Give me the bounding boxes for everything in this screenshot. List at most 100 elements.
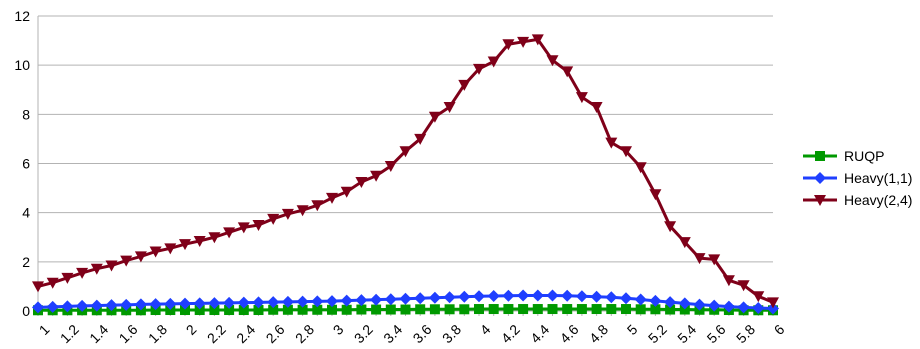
- data-point: [664, 221, 677, 233]
- data-point: [634, 162, 647, 174]
- data-point: [224, 305, 235, 316]
- data-point: [208, 297, 221, 310]
- legend-item: Heavy(1,1): [803, 170, 912, 186]
- data-point: [179, 239, 191, 251]
- data-point: [517, 289, 530, 302]
- data-point: [737, 280, 750, 292]
- data-point: [562, 304, 573, 315]
- data-point: [531, 34, 544, 46]
- legend-label: RUQP: [844, 148, 884, 164]
- x-tick-label: 4.4: [527, 321, 552, 346]
- data-point: [341, 304, 352, 315]
- data-point: [327, 304, 337, 315]
- data-point: [400, 304, 411, 315]
- data-point: [722, 300, 735, 313]
- data-point: [370, 293, 383, 306]
- x-tick-label: 5.8: [733, 321, 758, 346]
- legend-item: RUQP: [803, 148, 884, 164]
- series-line: [37, 37, 774, 304]
- data-point: [576, 304, 587, 315]
- data-point: [518, 304, 529, 315]
- data-point: [90, 263, 103, 275]
- data-point: [267, 213, 280, 225]
- legend-marker: [814, 195, 826, 206]
- x-tick-label: 2: [183, 321, 200, 338]
- x-tick-label: 6: [771, 321, 788, 338]
- data-point: [752, 302, 765, 315]
- data-point: [267, 296, 280, 309]
- data-point: [384, 160, 397, 172]
- data-point: [664, 296, 677, 309]
- data-point: [371, 304, 382, 315]
- data-point: [223, 227, 236, 239]
- x-tick-label: 1.8: [145, 321, 170, 346]
- data-point: [326, 295, 338, 308]
- data-point: [355, 294, 368, 307]
- data-point: [281, 295, 294, 308]
- data-point: [767, 302, 779, 315]
- data-point: [605, 291, 618, 304]
- data-point: [473, 290, 485, 303]
- data-point: [517, 36, 530, 48]
- legend-marker: [815, 151, 825, 161]
- data-point: [428, 291, 441, 304]
- data-point: [105, 299, 118, 312]
- data-point: [149, 246, 162, 258]
- data-point: [693, 298, 706, 311]
- series-heavy-2-4-: [32, 34, 779, 309]
- data-point: [237, 296, 250, 309]
- data-point: [443, 101, 456, 113]
- data-point: [503, 304, 514, 315]
- data-point: [531, 289, 544, 302]
- data-point: [752, 291, 765, 303]
- data-point: [355, 176, 368, 188]
- data-point: [193, 297, 206, 310]
- legend-label: Heavy(2,4): [844, 192, 912, 208]
- data-point: [399, 146, 412, 158]
- y-tick-label: 12: [14, 8, 30, 24]
- legend-marker: [814, 172, 826, 184]
- data-point: [32, 281, 44, 293]
- data-point: [282, 304, 293, 315]
- y-tick-label: 6: [22, 156, 30, 172]
- data-point: [193, 235, 206, 247]
- data-point: [561, 66, 574, 78]
- data-point: [281, 208, 294, 220]
- data-point: [76, 267, 89, 279]
- x-tick-label: 3.4: [380, 321, 405, 346]
- data-point: [444, 304, 455, 315]
- data-point: [165, 305, 176, 316]
- y-tick-label: 8: [22, 106, 30, 122]
- data-point: [384, 293, 397, 306]
- data-point: [340, 294, 353, 307]
- data-point: [340, 186, 353, 198]
- data-point: [76, 299, 89, 312]
- data-point: [296, 205, 309, 217]
- data-point: [634, 293, 647, 306]
- data-point: [591, 304, 602, 315]
- x-tick-label: 3.8: [439, 321, 464, 346]
- x-tick-label: 4.6: [557, 321, 582, 346]
- data-point: [502, 39, 515, 51]
- data-point: [635, 304, 646, 315]
- y-tick-label: 0: [22, 303, 30, 319]
- x-tick-labels: 1 1.2 1.4 1.6 1.8 2 2.2 2.4 2.6 2.8 3 3.2 3.4 3.6 3.8 4…: [36, 321, 788, 346]
- data-point: [312, 304, 323, 315]
- data-point: [620, 146, 632, 158]
- data-point: [297, 304, 308, 315]
- series-group: [32, 34, 779, 316]
- data-point: [223, 296, 236, 309]
- data-point: [620, 292, 632, 305]
- x-tick-label: 4.2: [498, 321, 523, 346]
- data-point: [61, 300, 74, 313]
- data-point: [473, 63, 485, 75]
- data-point: [385, 304, 396, 315]
- data-point: [458, 290, 471, 303]
- data-point: [164, 243, 177, 255]
- data-point: [708, 254, 721, 266]
- data-point: [428, 111, 441, 123]
- x-tick-label: 4.8: [586, 321, 611, 346]
- x-tick-label: 5.2: [645, 321, 670, 346]
- data-point: [708, 299, 721, 312]
